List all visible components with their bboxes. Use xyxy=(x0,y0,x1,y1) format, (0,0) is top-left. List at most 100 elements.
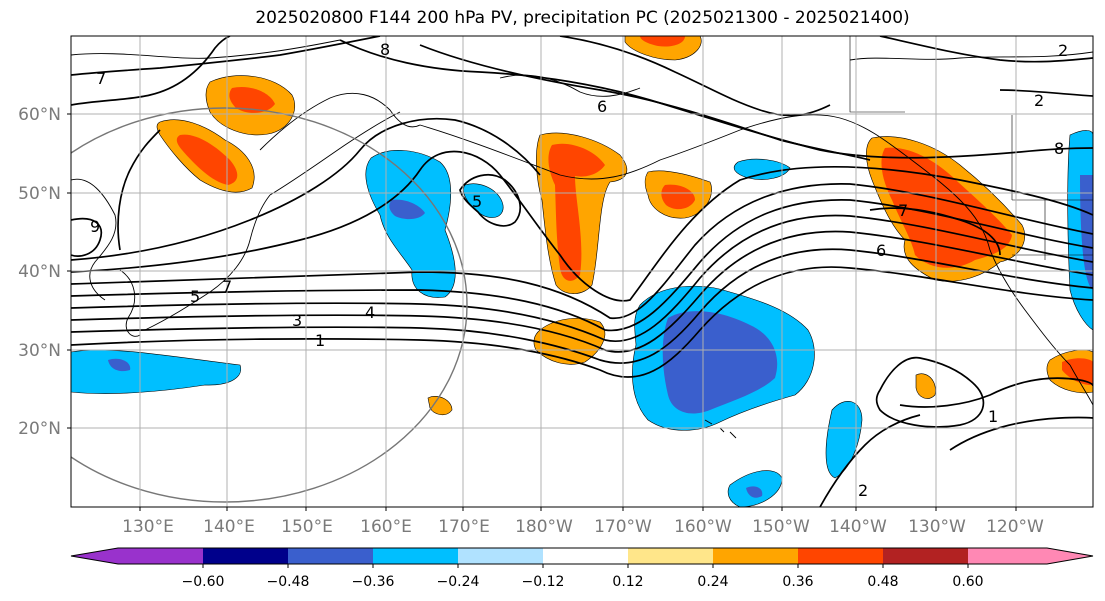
colorbar-cell xyxy=(883,548,968,564)
coast-asia-east xyxy=(71,178,117,301)
contour-label: 2 xyxy=(858,481,868,500)
lat-label: 20°N xyxy=(18,419,61,439)
pos-region-okhotsk-core xyxy=(176,134,238,185)
coast-siberia-north xyxy=(71,39,341,59)
pv-contour-16 xyxy=(899,377,1093,408)
coast-kuril xyxy=(269,111,401,196)
gridlines xyxy=(71,36,1093,507)
lon-label: 150°E xyxy=(281,517,333,537)
colorbar-tick-label: 0.12 xyxy=(612,574,643,590)
neg-region-nw-pacific-core xyxy=(389,199,425,220)
colorbar-cell xyxy=(203,548,288,564)
pv-contour-14 xyxy=(71,217,103,257)
border-alaska-canada xyxy=(849,36,905,113)
colorbar-tick-label: −0.24 xyxy=(437,574,480,590)
pv-contour-19 xyxy=(459,173,522,227)
lat-label: 40°N xyxy=(18,262,61,282)
colorbar-cell xyxy=(373,548,458,564)
colorbar-tick-label: 0.48 xyxy=(867,574,898,590)
colorbar-cell xyxy=(118,548,203,564)
reference-circle xyxy=(71,107,468,503)
neg-region-central-pacific-core xyxy=(662,311,778,414)
neg-region-west-band-core xyxy=(108,358,131,372)
pv-contour-23 xyxy=(999,89,1093,97)
pv-contour-2 xyxy=(71,248,1093,364)
contour-label: 5 xyxy=(472,192,482,211)
pv-contour-4 xyxy=(71,214,1093,343)
pv-contour-10 xyxy=(419,44,871,161)
colorbar-tick-label: −0.12 xyxy=(522,574,565,590)
map-title: 2025020800 F144 200 hPa PV, precipitatio… xyxy=(255,8,910,28)
pv-contour-7 xyxy=(71,150,1093,302)
pv-contour-17 xyxy=(949,416,1093,451)
lon-label: 130°W xyxy=(908,517,966,537)
colorbar-cell xyxy=(713,548,798,564)
contour-label: 6 xyxy=(597,97,607,116)
neg-region-small-2 xyxy=(733,158,791,180)
contour-label: 3 xyxy=(292,311,302,330)
colorbar: −0.60 −0.48 −0.36 −0.24 −0.12 0.12 0.24 … xyxy=(70,547,1094,590)
lat-label: 50°N xyxy=(18,184,61,204)
contour-label: 7 xyxy=(96,69,106,88)
coast-hawaii xyxy=(704,419,737,439)
pv-contour-18 xyxy=(819,414,921,507)
coast-mexico xyxy=(1069,364,1093,406)
colorbar-tick-label: 0.36 xyxy=(782,574,813,590)
pv-contour-11 xyxy=(71,36,381,76)
contour-label: 8 xyxy=(380,40,390,59)
colorbar-outline xyxy=(70,547,1094,565)
pv-contour-13 xyxy=(117,129,161,251)
colorbar-cell xyxy=(288,548,373,564)
pv-contour-5 xyxy=(71,199,1093,332)
axis-ticks xyxy=(67,113,1017,511)
pos-region-gulf-core xyxy=(661,184,695,210)
colorbar-cell xyxy=(543,548,628,564)
colorbar-cell xyxy=(628,548,713,564)
contour-label: 7 xyxy=(898,201,908,220)
pv-contour-20 xyxy=(869,207,1001,256)
colorbar-extend-low xyxy=(71,548,118,564)
lon-label: 170°W xyxy=(594,517,652,537)
pos-region-bering-top-core xyxy=(640,36,685,47)
pv-contour-8 xyxy=(71,117,541,261)
contour-label: 9 xyxy=(90,217,100,236)
contour-label: 4 xyxy=(365,303,375,322)
colorbar-tick-label: 0.24 xyxy=(697,574,728,590)
contour-labels: 7 8 6 5 2 5 7 3 4 1 7 6 8 2 1 2 9 xyxy=(90,40,1068,500)
pos-region-bering-top xyxy=(624,36,702,61)
colorbar-tick-label: −0.36 xyxy=(352,574,395,590)
colorbar-tick-label: 0.60 xyxy=(952,574,983,590)
contour-label: 8 xyxy=(1054,139,1064,158)
pos-region-dateline-north-core xyxy=(548,143,605,281)
pos-region-bc-coast-core xyxy=(881,147,1012,268)
contour-label: 6 xyxy=(876,241,886,260)
lon-label: 120°W xyxy=(986,517,1044,537)
pv-contour-6 xyxy=(71,183,1093,319)
lon-label: 160°E xyxy=(360,517,412,537)
contour-label: 2 xyxy=(1034,91,1044,110)
lon-label: 150°W xyxy=(752,517,810,537)
lon-label: 180°W xyxy=(515,517,573,537)
lon-label: 170°E xyxy=(438,517,490,537)
pv-contours xyxy=(71,36,1093,507)
coast-aleutians xyxy=(419,124,741,180)
latitude-labels: 60°N 50°N 40°N 30°N 20°N xyxy=(18,105,61,439)
colorbar-tick-label: −0.48 xyxy=(267,574,310,590)
pos-region-sakhalin-core xyxy=(229,86,275,113)
colorbar-tick-label: −0.60 xyxy=(182,574,225,590)
colorbar-cell xyxy=(798,548,883,564)
lat-label: 60°N xyxy=(18,105,61,125)
contour-label: 1 xyxy=(988,407,998,426)
contour-label: 7 xyxy=(222,277,232,296)
contour-label: 2 xyxy=(1058,41,1068,60)
neg-region-south-2-core xyxy=(746,486,763,498)
colorbar-extend-high xyxy=(1047,548,1093,564)
pv-contour-3 xyxy=(71,230,1093,353)
contour-label: 1 xyxy=(315,331,325,350)
colorbar-cell xyxy=(968,548,1047,564)
longitude-labels: 130°E 140°E 150°E 160°E 170°E 180°W 170°… xyxy=(122,517,1044,537)
lat-label: 30°N xyxy=(18,341,61,361)
pv-contour-1 xyxy=(71,266,1093,378)
lon-label: 130°E xyxy=(122,517,174,537)
